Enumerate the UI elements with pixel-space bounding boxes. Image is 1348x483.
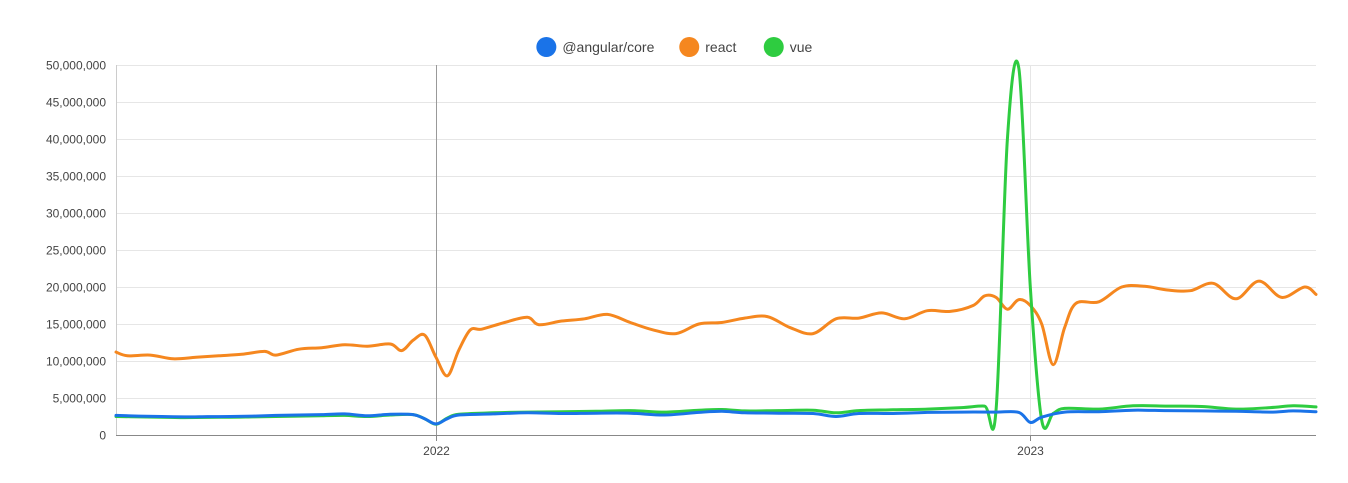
series-line-react	[114, 279, 1318, 378]
legend-label: vue	[790, 39, 813, 55]
legend-item[interactable]: @angular/core	[536, 37, 655, 57]
grid-lines	[116, 65, 1316, 436]
y-tick-label: 50,000,000	[46, 59, 106, 73]
legend: @angular/core react vue	[536, 37, 813, 57]
x-tick-label: 2022	[423, 444, 450, 458]
y-tick-label: 30,000,000	[46, 207, 106, 221]
legend-swatch	[763, 37, 784, 57]
legend-item[interactable]: react	[679, 37, 736, 57]
series-lines	[114, 59, 1318, 431]
legend-label: react	[705, 39, 736, 55]
series-line-angular-core	[114, 408, 1318, 426]
y-tick-label: 10,000,000	[46, 355, 106, 369]
y-tick-label: 40,000,000	[46, 133, 106, 147]
x-axis: 2022 2023	[423, 435, 1044, 458]
y-axis: 0 5,000,000 10,000,000 15,000,000 20,000,000…	[46, 59, 106, 443]
y-tick-label: 45,000,000	[46, 96, 106, 110]
y-tick-label: 35,000,000	[46, 170, 106, 184]
y-tick-label: 5,000,000	[53, 392, 107, 406]
x-tick-label: 2023	[1017, 444, 1044, 458]
y-tick-label: 0	[99, 429, 106, 443]
legend-item[interactable]: vue	[763, 37, 813, 57]
legend-swatch	[679, 37, 700, 57]
legend-label: @angular/core	[562, 39, 654, 55]
y-tick-label: 15,000,000	[46, 318, 106, 332]
y-tick-label: 25,000,000	[46, 244, 106, 258]
series-line-vue	[114, 59, 1318, 431]
legend-swatch	[536, 37, 557, 57]
y-tick-label: 20,000,000	[46, 281, 106, 295]
